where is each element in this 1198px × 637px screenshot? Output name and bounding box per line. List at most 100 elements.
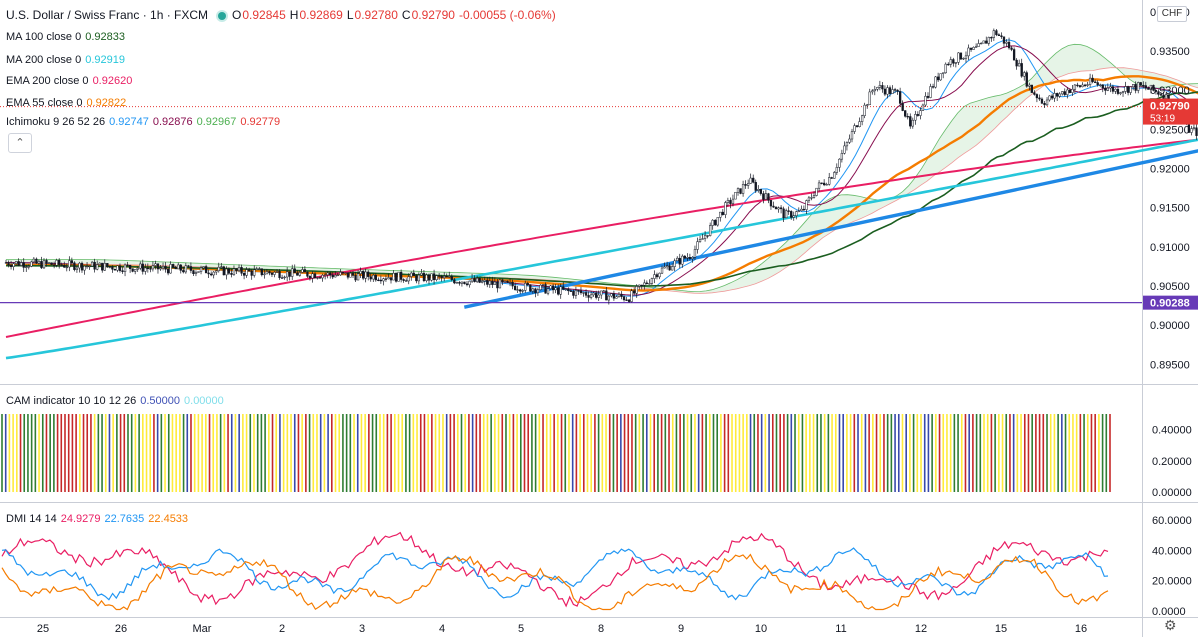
candle[interactable]: [987, 36, 990, 46]
candle[interactable]: [40, 256, 43, 269]
candle[interactable]: [63, 261, 66, 268]
legend-ma100[interactable]: MA 100 close 0 0.92833: [6, 30, 129, 44]
candle[interactable]: [736, 187, 740, 196]
candle[interactable]: [331, 272, 334, 280]
candle[interactable]: [161, 262, 165, 271]
candle[interactable]: [260, 268, 263, 277]
ichimoku-conversion-line[interactable]: [5, 39, 1198, 297]
candle[interactable]: [567, 287, 570, 295]
candle[interactable]: [187, 264, 190, 269]
candle[interactable]: [977, 39, 980, 47]
candle[interactable]: [838, 158, 841, 172]
candle[interactable]: [498, 278, 502, 289]
candle[interactable]: [313, 272, 317, 279]
candle[interactable]: [914, 110, 917, 125]
candle[interactable]: [65, 263, 68, 272]
candle[interactable]: [118, 263, 122, 273]
candle[interactable]: [1058, 92, 1061, 99]
candle[interactable]: [706, 235, 709, 239]
candle[interactable]: [579, 287, 583, 295]
horizontal-level-badge[interactable]: [1143, 295, 1198, 310]
candle[interactable]: [268, 270, 271, 276]
candle[interactable]: [719, 211, 722, 222]
candle[interactable]: [32, 256, 36, 263]
candle[interactable]: [513, 282, 517, 291]
candle[interactable]: [683, 255, 686, 260]
candle[interactable]: [445, 273, 448, 278]
candle[interactable]: [486, 277, 489, 288]
symbol-title[interactable]: U.S. Dollar / Swiss Franc · 1h · FXCM: [6, 8, 209, 22]
candle[interactable]: [820, 182, 823, 185]
candle[interactable]: [850, 128, 854, 143]
candle[interactable]: [744, 180, 747, 189]
candle[interactable]: [123, 263, 127, 277]
candle[interactable]: [207, 269, 210, 278]
candle[interactable]: [1033, 90, 1036, 96]
candle[interactable]: [220, 262, 223, 270]
candle[interactable]: [270, 271, 274, 277]
candle[interactable]: [600, 290, 603, 299]
candle[interactable]: [293, 264, 296, 274]
candle[interactable]: [526, 281, 529, 287]
candle[interactable]: [577, 289, 580, 295]
candle[interactable]: [141, 259, 144, 275]
candle[interactable]: [648, 279, 651, 285]
candle[interactable]: [225, 266, 228, 280]
candle[interactable]: [1116, 86, 1120, 96]
candle[interactable]: [511, 279, 514, 290]
candle[interactable]: [1040, 97, 1044, 105]
dmi-adx-line[interactable]: [1, 553, 1109, 611]
ichimoku-base-line[interactable]: [5, 45, 1198, 296]
candle[interactable]: [237, 264, 241, 273]
candle[interactable]: [625, 296, 628, 301]
candle[interactable]: [822, 179, 826, 187]
candle[interactable]: [113, 268, 117, 271]
candle[interactable]: [931, 83, 935, 89]
candle[interactable]: [291, 264, 294, 280]
candle[interactable]: [919, 107, 922, 120]
candle[interactable]: [1114, 88, 1117, 94]
candle[interactable]: [387, 273, 390, 280]
candle[interactable]: [544, 282, 547, 294]
candle[interactable]: [351, 271, 355, 278]
candle[interactable]: [384, 275, 388, 282]
candle[interactable]: [1094, 79, 1097, 84]
candle[interactable]: [957, 52, 960, 66]
candle[interactable]: [149, 266, 152, 273]
candle[interactable]: [1048, 95, 1051, 102]
candle[interactable]: [286, 267, 289, 282]
candle[interactable]: [465, 280, 469, 287]
candle[interactable]: [762, 190, 765, 204]
candle[interactable]: [14, 261, 18, 267]
candle[interactable]: [460, 281, 464, 287]
candle[interactable]: [88, 265, 91, 270]
candle[interactable]: [389, 277, 393, 284]
candle[interactable]: [1068, 89, 1071, 94]
candle[interactable]: [924, 92, 927, 108]
candle[interactable]: [812, 191, 816, 199]
candle[interactable]: [468, 280, 471, 288]
candle[interactable]: [772, 201, 775, 208]
candle[interactable]: [146, 263, 149, 273]
candle[interactable]: [693, 245, 697, 260]
candle[interactable]: [52, 261, 56, 269]
candle[interactable]: [374, 273, 377, 282]
candle[interactable]: [921, 103, 925, 111]
candle[interactable]: [1045, 97, 1049, 107]
candle[interactable]: [1195, 124, 1198, 140]
candle[interactable]: [204, 264, 208, 274]
candle[interactable]: [308, 275, 312, 281]
candle[interactable]: [415, 274, 418, 284]
candle[interactable]: [534, 287, 537, 298]
candle[interactable]: [154, 260, 157, 270]
candle[interactable]: [301, 266, 304, 274]
candle[interactable]: [169, 261, 172, 274]
candle[interactable]: [792, 211, 795, 221]
candle[interactable]: [734, 191, 737, 200]
candle[interactable]: [557, 284, 560, 296]
candle[interactable]: [1078, 84, 1082, 89]
candle[interactable]: [20, 260, 23, 267]
candle[interactable]: [242, 271, 246, 280]
candle[interactable]: [136, 266, 139, 272]
candle[interactable]: [790, 210, 793, 220]
